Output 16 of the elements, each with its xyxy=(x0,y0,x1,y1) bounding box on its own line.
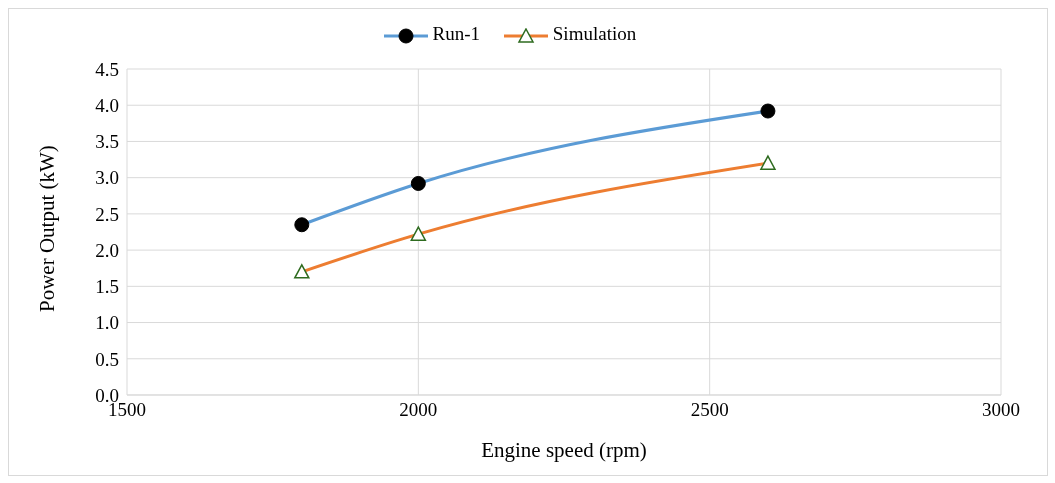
y-tick-label: 1.5 xyxy=(95,276,119,298)
legend-label: Simulation xyxy=(551,23,637,45)
y-tick-label: 3.5 xyxy=(95,131,119,153)
y-tick-label: 4.5 xyxy=(95,58,119,80)
y-tick-label: 2.0 xyxy=(95,239,119,261)
x-axis-title: Engine speed (rpm) xyxy=(481,438,647,462)
y-axis-title: Power Output (kW) xyxy=(35,145,60,312)
x-tick-label: 2000 xyxy=(399,399,438,421)
y-tick-label: 0.5 xyxy=(95,348,119,370)
y-tick-label: 2.5 xyxy=(95,203,119,225)
x-tick-label: 3000 xyxy=(982,399,1020,421)
legend-label: Run-1 xyxy=(431,23,481,45)
y-tick-label: 3.0 xyxy=(95,167,119,189)
x-tick-label: 2500 xyxy=(690,399,729,421)
y-tick-label: 1.0 xyxy=(95,312,119,334)
y-tick-label: 4.0 xyxy=(95,94,119,116)
